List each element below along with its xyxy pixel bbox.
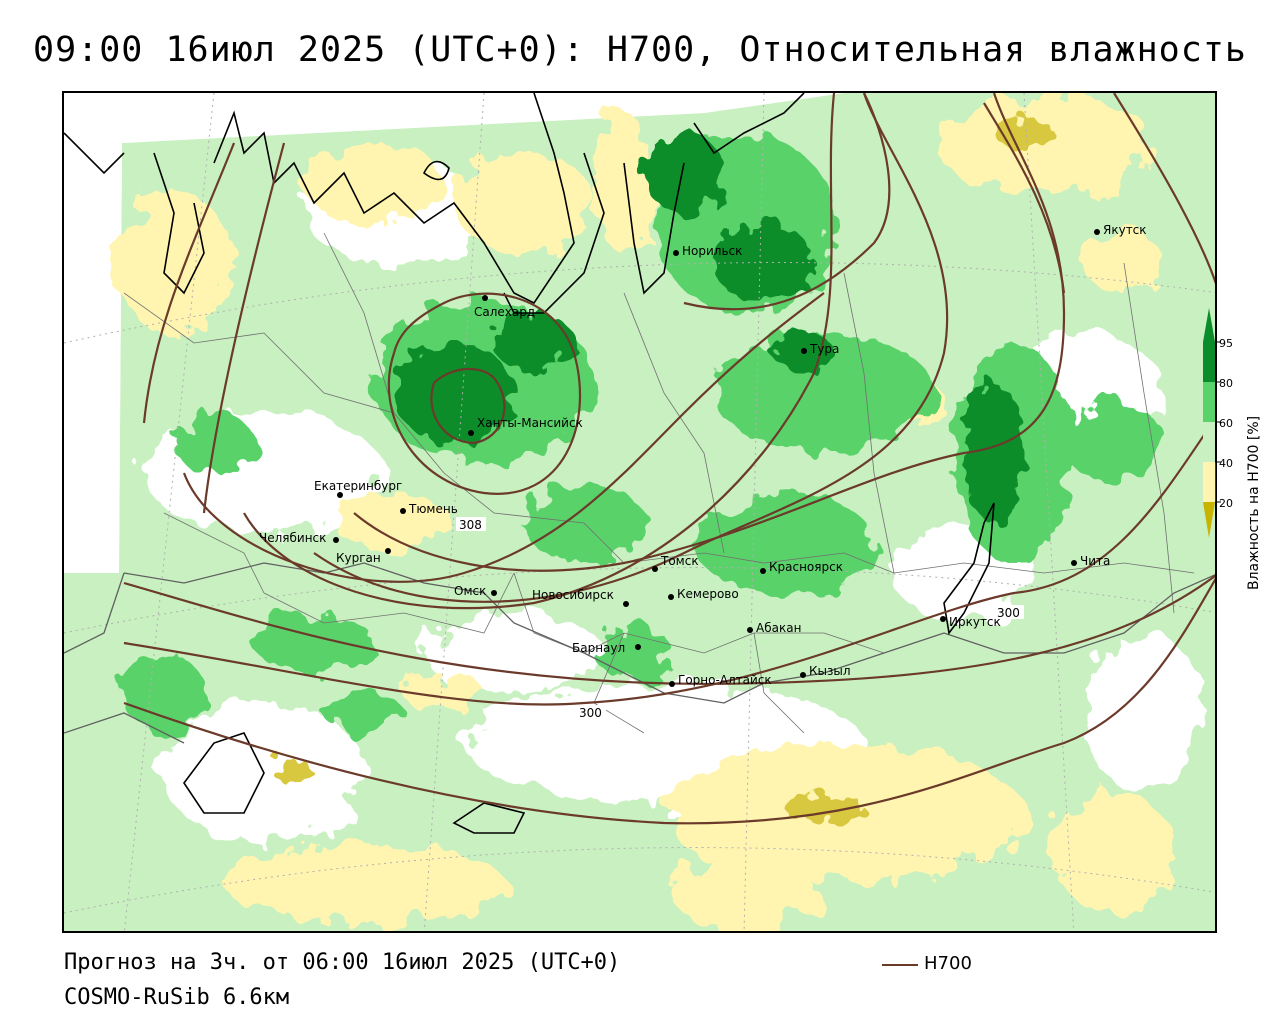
map-area[interactable]: 308 300 300 Норильск Якутск Салехард Тур…: [62, 91, 1217, 933]
contour-label-bg: [456, 517, 486, 531]
cities: Норильск Якутск Салехард Тура Ханты-Манс…: [259, 223, 1147, 687]
city-marker[interactable]: [385, 548, 391, 554]
colorbar-bottom-arrow: [1203, 502, 1215, 538]
city-marker[interactable]: [800, 672, 806, 678]
city-label-omsk[interactable]: Омск: [454, 584, 486, 598]
city-marker[interactable]: [468, 430, 474, 436]
city-marker[interactable]: [337, 492, 343, 498]
city-marker[interactable]: [652, 566, 658, 572]
outside-domain: [64, 93, 844, 573]
city-label-khanty-mansiysk[interactable]: Ханты-Мансийск: [477, 416, 583, 430]
very-wet-areas: [394, 133, 1024, 523]
city-label-kemerovo[interactable]: Кемерово: [677, 587, 739, 601]
colorbar-top-arrow: [1203, 308, 1215, 342]
h700-legend-line: [882, 964, 918, 966]
colorbar-title: Влажность на H700 [%]: [1246, 415, 1262, 590]
colorbar-tick: 80: [1219, 377, 1233, 390]
humidity-map-svg: 308 300 300 Норильск Якутск Салехард Тур…: [64, 93, 1215, 931]
city-label-gorno-altaysk[interactable]: Горно-Алтайск: [678, 673, 772, 687]
city-marker[interactable]: [623, 601, 629, 607]
city-marker[interactable]: [801, 348, 807, 354]
city-marker[interactable]: [673, 250, 679, 256]
city-marker[interactable]: [482, 295, 488, 301]
city-marker[interactable]: [635, 644, 641, 650]
city-label-tomsk[interactable]: Томск: [660, 554, 699, 568]
coastlines: [64, 93, 995, 834]
colorbar-swatch-dry: [1203, 462, 1215, 502]
model-name: COSMO-RuSib 6.6км: [64, 985, 290, 1010]
city-label-chita[interactable]: Чита: [1080, 554, 1110, 568]
contour-label: 300: [997, 606, 1020, 620]
h700-contours: [123, 93, 1215, 825]
city-label-tura[interactable]: Тура: [809, 342, 839, 356]
colorbar-swatch-moist: [1203, 422, 1215, 462]
contour-label-bg: [994, 605, 1024, 619]
city-label-novosibirsk[interactable]: Новосибирск: [532, 588, 614, 602]
forecast-info: Прогноз на 3ч. от 06:00 16июл 2025 (UTC+…: [64, 950, 621, 975]
city-marker[interactable]: [333, 537, 339, 543]
colorbar-tick: 20: [1219, 497, 1233, 510]
city-marker[interactable]: [760, 568, 766, 574]
city-marker[interactable]: [668, 594, 674, 600]
city-label-irkutsk[interactable]: Иркутск: [949, 615, 1001, 629]
city-label-barnaul[interactable]: Барнаул: [572, 641, 625, 655]
city-marker[interactable]: [747, 627, 753, 633]
colorbar-swatch-wet: [1203, 382, 1215, 422]
colorbar-tick: 95: [1219, 337, 1233, 350]
city-marker[interactable]: [940, 616, 946, 622]
city-marker[interactable]: [400, 508, 406, 514]
colorbar: 95 80 60 40 20: [1195, 300, 1275, 560]
colorbar-swatch-very-wet: [1203, 342, 1215, 382]
city-marker[interactable]: [1094, 229, 1100, 235]
city-label-norilsk[interactable]: Норильск: [682, 244, 742, 258]
contour-label: 308: [459, 518, 482, 532]
city-label-kurgan[interactable]: Курган: [336, 551, 381, 565]
map-title: 09:00 16июл 2025 (UTC+0): H700, Относите…: [33, 30, 1247, 70]
city-label-krasnoyarsk[interactable]: Красноярск: [769, 560, 843, 574]
city-label-salekhard[interactable]: Салехард: [474, 305, 535, 319]
neutral-humidity-areas: [144, 163, 1204, 843]
city-label-ekaterinburg[interactable]: Екатеринбург: [314, 479, 402, 493]
colorbar-tick: 60: [1219, 417, 1233, 430]
h700-legend-label: H700: [924, 953, 972, 974]
city-label-kyzyl[interactable]: Кызыл: [809, 664, 851, 678]
city-label-chelyabinsk[interactable]: Челябинск: [259, 531, 326, 545]
city-label-tyumen[interactable]: Тюмень: [408, 502, 458, 516]
graticule: [64, 93, 1215, 931]
city-marker[interactable]: [669, 681, 675, 687]
contour-label: 300: [579, 706, 602, 720]
colorbar-tick: 40: [1219, 457, 1233, 470]
city-label-abakan[interactable]: Абакан: [756, 621, 801, 635]
contour-label-bg: [576, 705, 606, 719]
city-label-yakutsk[interactable]: Якутск: [1103, 223, 1147, 237]
city-marker[interactable]: [491, 590, 497, 596]
contour-labels: 308 300 300: [456, 517, 1024, 720]
city-marker[interactable]: [1071, 560, 1077, 566]
